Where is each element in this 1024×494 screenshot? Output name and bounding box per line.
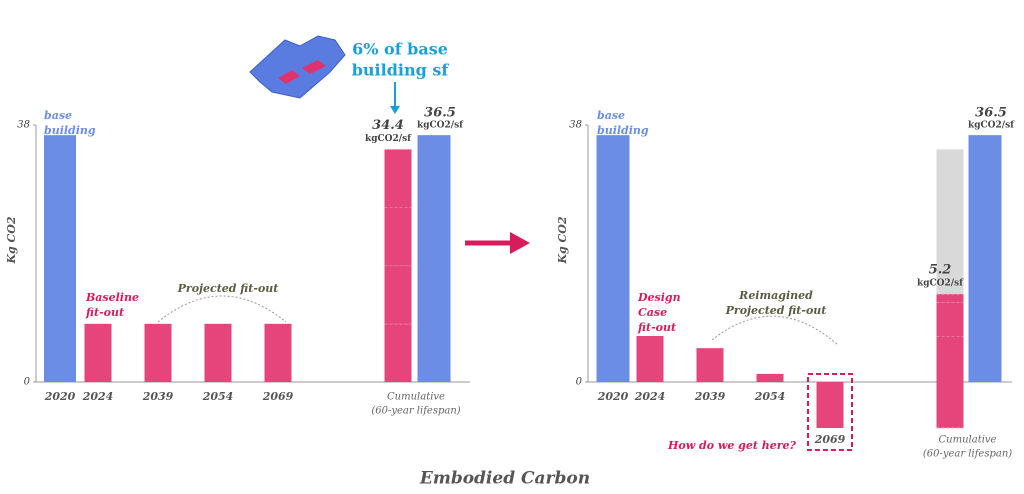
y-tick-label: 38 [569, 120, 582, 131]
y-tick-label: 0 [24, 377, 31, 388]
x-tick-label: 2039 [142, 390, 174, 403]
base-unit: kgCO2/sf [417, 121, 464, 131]
cumulative-label: (60-year lifespan) [923, 449, 1012, 460]
base-total: 36.5 [424, 106, 456, 121]
x-tick-label: 2054 [202, 390, 234, 403]
bar [144, 323, 172, 382]
annotation: Design [637, 291, 681, 304]
cumulative-total: 34.4 [372, 118, 404, 133]
x-tick-label: 2069 [262, 390, 294, 403]
y-tick-label: 38 [17, 120, 30, 131]
cumulative-segment [384, 323, 412, 382]
callout-arrowhead [390, 106, 400, 114]
callout-line: building sf [352, 61, 450, 80]
bar [696, 348, 724, 382]
x-tick-label: 2054 [754, 390, 786, 403]
base-unit: kgCO2/sf [968, 121, 1015, 131]
annotation: Reimagined [738, 289, 813, 302]
y-axis-label: Kg CO2 [5, 216, 18, 264]
annotation: How do we get here? [667, 439, 797, 452]
cumulative-segment [384, 207, 412, 266]
y-tick-label: 0 [576, 376, 583, 387]
cumulative-segment [384, 149, 412, 208]
cumulative-segment [936, 381, 964, 428]
bar [84, 323, 112, 382]
cumulative-unit: kgCO2/sf [365, 134, 412, 144]
bar [816, 381, 844, 428]
annotation: base [597, 109, 625, 122]
bar [264, 323, 292, 382]
x-tick-label: 2020 [597, 390, 629, 403]
annotation: Projected fit-out [177, 282, 279, 295]
bar [204, 323, 232, 382]
x-tick-label: 2024 [82, 390, 114, 403]
annotation: fit-out [637, 321, 676, 334]
annotation-arc [157, 295, 287, 323]
building-icon [249, 35, 346, 99]
highlight-box [807, 372, 853, 451]
annotation-arc [711, 315, 839, 346]
x-tick-label: 2024 [634, 390, 666, 403]
cumulative-total: 5.2 [929, 263, 952, 278]
cumulative-segment [384, 265, 412, 324]
x-tick-label: 2039 [694, 390, 726, 403]
cumulative-label: (60-year lifespan) [371, 406, 460, 417]
x-tick-label: 2069 [814, 433, 846, 446]
transition-arrowhead [510, 232, 530, 254]
bar [596, 135, 630, 382]
annotation: base [44, 109, 72, 122]
cumulative-segment [936, 302, 964, 337]
cumulative-label: Cumulative [939, 435, 997, 446]
cumulative-segment [936, 294, 964, 303]
annotation: Baseline [85, 291, 139, 304]
annotation: building [44, 124, 96, 137]
page-title: Embodied Carbon [419, 469, 590, 489]
cumulative-segment [936, 336, 964, 382]
base-bar [968, 135, 1002, 382]
base-total: 36.5 [975, 106, 1007, 121]
x-tick-label: 2020 [44, 390, 76, 403]
bar [636, 336, 664, 382]
cumulative-label: Cumulative [387, 392, 445, 403]
annotation: building [597, 124, 649, 137]
base-bar [417, 135, 451, 382]
y-axis-label: Kg CO2 [556, 216, 569, 264]
annotation: fit-out [85, 306, 124, 319]
bar [756, 373, 784, 382]
cumulative-unit: kgCO2/sf [917, 279, 964, 289]
annotation: Case [638, 306, 667, 319]
annotation: Projected fit-out [725, 304, 827, 317]
callout-line: 6% of base [352, 40, 448, 59]
bar [44, 135, 76, 382]
